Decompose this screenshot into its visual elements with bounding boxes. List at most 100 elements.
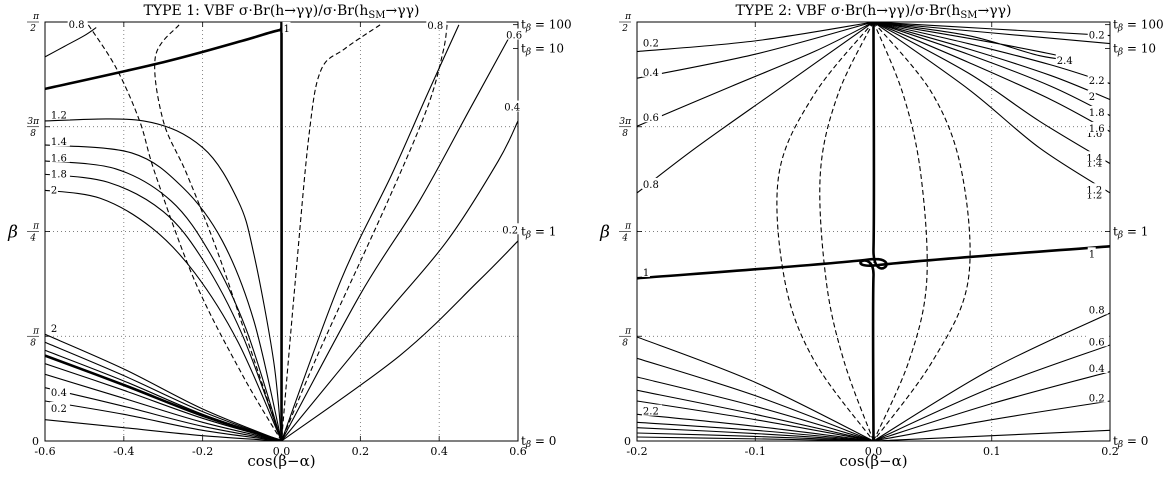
contour-label-bg (641, 65, 662, 77)
chart-title: TYPE 2: VBF σ·Br(h→γγ)/σ·Br(hSM→γγ) (736, 3, 1012, 21)
contour-label-bg (1087, 105, 1108, 117)
contour-label-bg (641, 404, 662, 416)
contour-label-1-4: 1.4 (1086, 159, 1102, 170)
x-tick-label-0-2: -0.2 (192, 445, 213, 458)
contour-line-23 (873, 400, 1110, 441)
contour-label-bg (501, 223, 522, 235)
x-tick-label-0-1: -0.1 (745, 445, 766, 458)
contour-line-12 (45, 144, 283, 441)
right-axis-label-t-0: tβ = 0 (521, 434, 556, 450)
contour-line-11 (45, 118, 283, 441)
svg-text:4: 4 (29, 234, 36, 244)
contour-label-bg (1087, 121, 1108, 133)
contour-label-bg (49, 151, 70, 163)
contour-label-bg (49, 167, 70, 179)
contour-label-bg (1087, 361, 1108, 373)
contour-line-17 (45, 341, 282, 441)
contour-label-bg (1087, 335, 1108, 347)
contour-label-bg (1055, 53, 1076, 65)
contour-line-5 (872, 22, 928, 441)
chart-title: TYPE 1: VBF σ·Br(h→γγ)/σ·Br(hSM→γγ) (144, 3, 420, 21)
contour-line-29 (637, 400, 874, 441)
contour-label-1-2: 1.2 (1086, 191, 1102, 202)
contour-line-15 (873, 22, 1110, 101)
contour-line-9 (281, 120, 518, 441)
contour-line-1 (45, 22, 284, 441)
contour-line-3 (87, 24, 282, 441)
contour-label-2: 2 (1089, 92, 1095, 103)
contour-label-0-8: 0.8 (1089, 305, 1105, 316)
contour-label-bg (641, 36, 662, 48)
right-axis-label-t-10: tβ = 10 (521, 41, 564, 57)
svg-text:3π: 3π (619, 117, 632, 127)
contour-label-0-2: 0.2 (1089, 31, 1105, 42)
y-tick-label-8: π8 (27, 326, 40, 348)
x-tick-label-0-6: 0.6 (509, 445, 527, 458)
contour-line-8 (637, 22, 874, 79)
contour-label-0-4: 0.4 (643, 68, 659, 79)
contour-line-20 (45, 363, 282, 441)
contour-label-1-4: 1.4 (1086, 153, 1102, 164)
contour-label-2-2: 2.2 (1089, 76, 1105, 87)
contour-line-18 (873, 22, 1110, 45)
x-axis-label: cos(β−α) (839, 452, 907, 470)
y-tick-label-4: π4 (27, 222, 40, 244)
right-axis-label-t-0: tβ = 0 (1113, 434, 1148, 450)
contour-line-5 (280, 24, 381, 441)
contour-line-28 (637, 389, 874, 441)
contour-line-19 (873, 22, 1110, 37)
contour-label-bg (1085, 183, 1106, 195)
contour-label-0-8: 0.8 (69, 20, 85, 31)
contour-label-1-6: 1.6 (1086, 129, 1102, 140)
y-tick-label-3-8: 3π8 (619, 117, 632, 139)
contour-label-0-2: 0.2 (502, 225, 518, 236)
contour-label-bg (1087, 303, 1108, 315)
contour-label-bg (503, 100, 524, 112)
right-axis-label-t-10: tβ = 10 (1113, 41, 1156, 57)
contour-label-2: 2 (51, 324, 57, 335)
contour-label-bg (49, 108, 70, 120)
contour-label-0-2: 0.2 (51, 404, 67, 415)
contour-label-0-4: 0.4 (51, 388, 67, 399)
contour-line-10 (637, 22, 874, 194)
contour-line-20 (873, 312, 1110, 441)
contour-line-2 (859, 244, 1110, 441)
svg-text:8: 8 (622, 129, 628, 139)
y-tick-label-3-8: 3π8 (27, 117, 40, 139)
contour-label-bg (1087, 28, 1108, 40)
contour-label-bg (1087, 247, 1096, 259)
contour-label-bg (282, 21, 291, 33)
contour-line-6 (873, 22, 971, 441)
svg-text:4: 4 (621, 234, 628, 244)
y-tick-label-2: π2 (27, 12, 40, 34)
svg-text:π: π (624, 326, 632, 336)
svg-text:2: 2 (621, 24, 628, 34)
contour-line-9 (637, 22, 874, 127)
contour-line-30 (637, 413, 874, 441)
contour-label-2-4: 2.4 (1057, 56, 1073, 67)
contour-line-12 (873, 22, 1110, 165)
right-axis-label-t-1: tβ = 1 (521, 224, 556, 240)
svg-text:π: π (32, 222, 40, 232)
contour-label-0-4: 0.4 (504, 103, 520, 114)
contour-label-bg (1087, 391, 1108, 403)
contour-label-1-8: 1.8 (1089, 108, 1105, 119)
contour-label-1-2: 1.2 (51, 111, 67, 122)
x-tick-label-0-4: 0.4 (430, 445, 448, 458)
svg-text:2: 2 (29, 24, 36, 34)
contour-line-8 (281, 35, 511, 441)
contour-line-10 (281, 240, 518, 441)
contour-line-13 (45, 160, 283, 441)
y-tick-label-0: 0 (624, 435, 631, 448)
contour-label-bg (505, 28, 526, 40)
contour-line-26 (637, 357, 874, 441)
contour-label-0-6: 0.6 (506, 31, 522, 42)
contour-label-1-8: 1.8 (51, 169, 67, 180)
contour-label-0-2: 0.2 (643, 39, 659, 50)
contour-line-24 (45, 419, 282, 441)
contour-line-4 (819, 22, 875, 441)
contour-label-0-8: 0.8 (643, 180, 659, 191)
